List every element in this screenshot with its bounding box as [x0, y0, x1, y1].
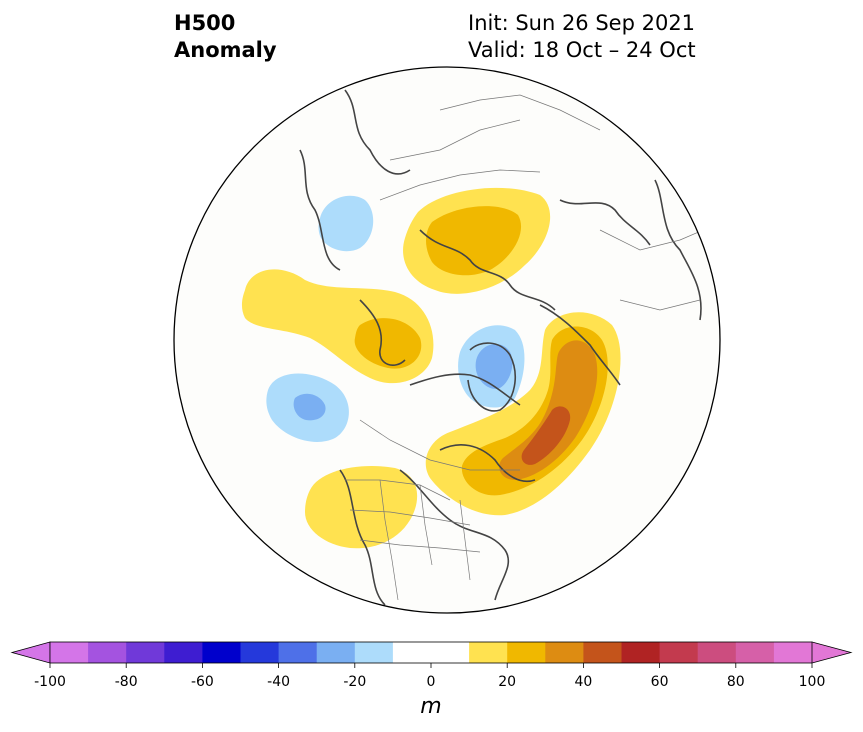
map-background [174, 67, 720, 613]
anomaly-trough-central-siberia [318, 195, 374, 252]
title-variable: H500 [174, 11, 236, 35]
colorbar-tick-label: -100 [34, 674, 66, 690]
colorbar-extend-high [811, 641, 853, 664]
map-title-left: H500 Anomaly [174, 10, 277, 64]
colorbar-tick-label: -40 [267, 674, 291, 690]
anomaly-ridge-europe-inner [426, 206, 522, 276]
anomaly-trough-aleutians-inner [293, 393, 326, 421]
map-title-right: Init: Sun 26 Sep 2021 Valid: 18 Oct – 24… [468, 10, 696, 64]
colorbar-bin [735, 642, 775, 663]
anomaly-ridge-siberia-inner [354, 318, 422, 369]
anomaly-ridge-atlantic-50 [521, 406, 571, 465]
anomaly-ridge-western-us [305, 466, 418, 549]
colorbar-tick-label: 80 [726, 674, 745, 690]
anomaly-trough-greenland-inner [475, 344, 513, 389]
colorbar-bin [126, 642, 165, 663]
init-date: Init: Sun 26 Sep 2021 [468, 11, 696, 35]
colorbar-bin [773, 642, 813, 663]
colorbar-bin [240, 642, 280, 663]
colorbar-bin [50, 642, 89, 663]
colorbar-bin [392, 642, 432, 663]
colorbar-bin [431, 642, 470, 663]
anomaly-ridge-atlantic-40 [499, 340, 598, 480]
colorbar-bin [507, 642, 546, 663]
colorbar-bin [583, 642, 622, 663]
colorbar-tick-label: -20 [343, 674, 367, 690]
colorbar-bin [545, 642, 584, 663]
colorbar-tick-label: 100 [798, 674, 826, 690]
coastlines [299, 89, 702, 606]
colorbar-bin [278, 642, 318, 663]
colorbar-tick-label: -80 [114, 674, 138, 690]
colorbar-bin [202, 642, 241, 663]
colorbar-tick-label: 0 [426, 674, 436, 690]
colorbar-bin [354, 642, 394, 663]
colorbar-extend-low [10, 641, 51, 664]
colorbar-bin [659, 642, 699, 663]
colorbar-bin [164, 642, 203, 663]
polar-map [173, 66, 721, 614]
map-boundary [173, 66, 721, 614]
colorbar-tick-label: 40 [574, 674, 593, 690]
colorbar-bin [697, 642, 737, 663]
colorbar-bin [316, 642, 356, 663]
colorbar-bin [88, 642, 127, 663]
colorbar-tick-label: 60 [650, 674, 669, 690]
colorbar-bin [621, 642, 661, 663]
title-field: Anomaly [174, 38, 277, 62]
colorbar-tick-label: 20 [498, 674, 517, 690]
colorbar-tick-label: -60 [190, 674, 214, 690]
colorbar-unit: m [420, 694, 442, 719]
borders [345, 94, 716, 601]
colorbar-bin [469, 642, 508, 663]
colorbar [10, 641, 853, 668]
valid-range: Valid: 18 Oct – 24 Oct [468, 38, 696, 62]
